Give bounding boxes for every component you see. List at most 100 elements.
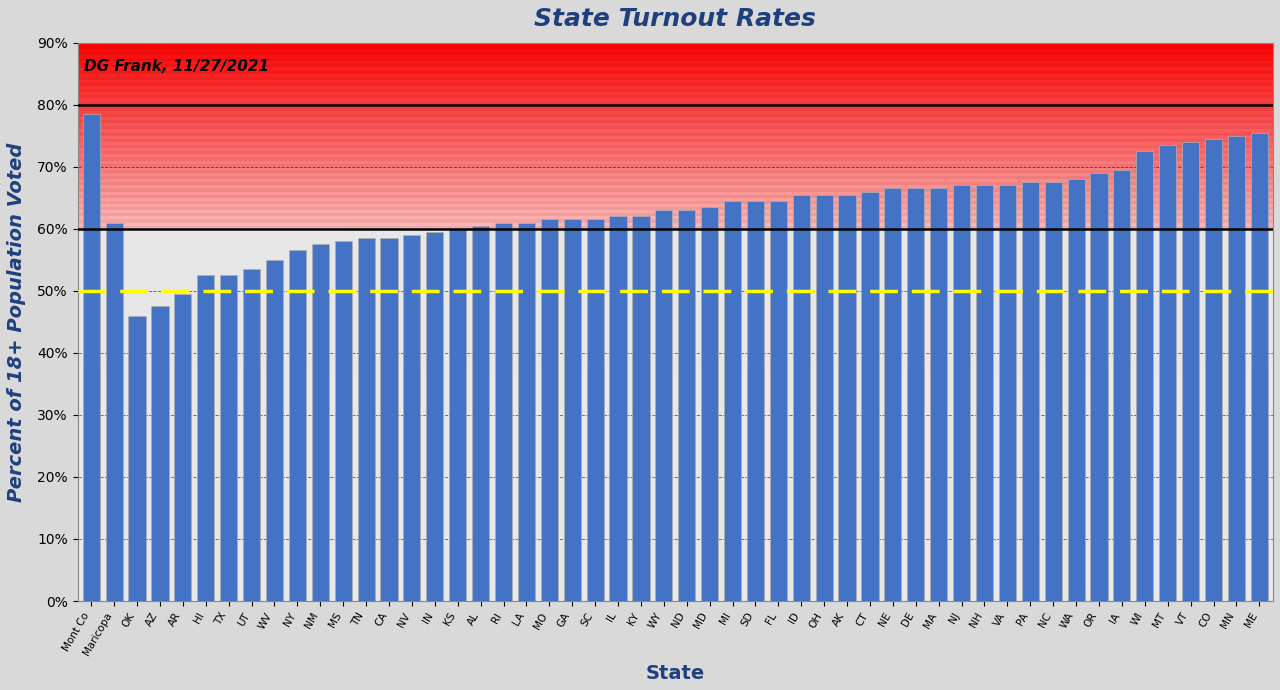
Bar — [78, 551, 1274, 558]
Bar — [78, 384, 1274, 390]
Bar — [78, 170, 1274, 173]
Bar — [746, 201, 764, 601]
Bar — [78, 390, 1274, 396]
Bar — [701, 207, 718, 601]
Bar — [334, 241, 352, 601]
Bar — [403, 235, 421, 601]
Bar — [78, 176, 1274, 179]
Bar — [954, 186, 970, 601]
Bar — [78, 61, 1274, 64]
Bar — [78, 595, 1274, 601]
Bar — [78, 223, 1274, 226]
Bar — [78, 464, 1274, 471]
Bar — [792, 195, 810, 601]
Bar — [78, 290, 1274, 297]
Bar — [78, 186, 1274, 188]
Bar — [78, 139, 1274, 142]
Bar — [78, 570, 1274, 576]
Bar — [586, 219, 604, 601]
Bar — [472, 226, 489, 601]
Bar — [1068, 179, 1084, 601]
Bar — [78, 207, 1274, 210]
Bar — [78, 526, 1274, 533]
Bar — [78, 164, 1274, 167]
Bar — [78, 284, 1274, 290]
Bar — [495, 223, 512, 601]
Bar — [78, 471, 1274, 477]
Bar — [78, 52, 1274, 55]
Bar — [975, 186, 993, 601]
Bar — [1160, 145, 1176, 601]
Bar — [78, 188, 1274, 192]
Bar — [1181, 142, 1199, 601]
Bar — [78, 477, 1274, 483]
Bar — [78, 427, 1274, 433]
Bar — [128, 315, 146, 601]
Bar — [78, 377, 1274, 384]
Bar — [78, 278, 1274, 284]
Bar — [78, 58, 1274, 61]
Bar — [78, 235, 1274, 242]
Bar — [78, 126, 1274, 130]
Bar — [78, 192, 1274, 195]
Bar — [78, 446, 1274, 452]
Bar — [78, 108, 1274, 111]
Bar — [78, 297, 1274, 303]
Bar — [78, 248, 1274, 253]
Bar — [78, 114, 1274, 117]
Bar — [78, 272, 1274, 278]
Bar — [78, 402, 1274, 408]
Bar — [78, 80, 1274, 83]
Bar — [1021, 182, 1039, 601]
Bar — [78, 145, 1274, 148]
Bar — [243, 269, 260, 601]
Bar — [78, 46, 1274, 49]
Bar — [540, 219, 558, 601]
Bar — [78, 142, 1274, 145]
Bar — [861, 192, 878, 601]
Bar — [78, 151, 1274, 155]
Bar — [78, 179, 1274, 182]
Bar — [78, 483, 1274, 489]
Bar — [78, 229, 1274, 235]
Bar — [78, 353, 1274, 359]
Bar — [78, 359, 1274, 365]
Bar — [78, 533, 1274, 539]
Bar — [78, 328, 1274, 334]
Bar — [220, 275, 237, 601]
Bar — [78, 340, 1274, 346]
Bar — [655, 210, 672, 601]
Bar — [197, 275, 214, 601]
Bar — [78, 204, 1274, 207]
Bar — [78, 514, 1274, 520]
Bar — [1204, 139, 1222, 601]
Bar — [449, 229, 466, 601]
Bar — [1251, 132, 1268, 601]
Bar — [78, 309, 1274, 315]
Bar — [78, 99, 1274, 101]
Bar — [78, 77, 1274, 80]
Y-axis label: Percent of 18+ Population Voted: Percent of 18+ Population Voted — [6, 142, 26, 502]
Bar — [78, 132, 1274, 136]
Bar — [78, 155, 1274, 157]
Bar — [1044, 182, 1062, 601]
Bar — [678, 210, 695, 601]
Bar — [78, 148, 1274, 151]
Title: State Turnout Rates: State Turnout Rates — [534, 7, 817, 31]
Bar — [78, 198, 1274, 201]
Bar — [78, 70, 1274, 74]
Bar — [1091, 173, 1107, 601]
Bar — [78, 415, 1274, 421]
Bar — [312, 244, 329, 601]
Bar — [78, 83, 1274, 86]
Bar — [632, 217, 649, 601]
Bar — [78, 489, 1274, 495]
Bar — [1228, 136, 1245, 601]
Bar — [78, 74, 1274, 77]
Bar — [78, 582, 1274, 589]
Bar — [78, 520, 1274, 526]
Bar — [78, 219, 1274, 223]
Bar — [78, 226, 1274, 229]
Bar — [83, 114, 100, 601]
Bar — [78, 564, 1274, 570]
